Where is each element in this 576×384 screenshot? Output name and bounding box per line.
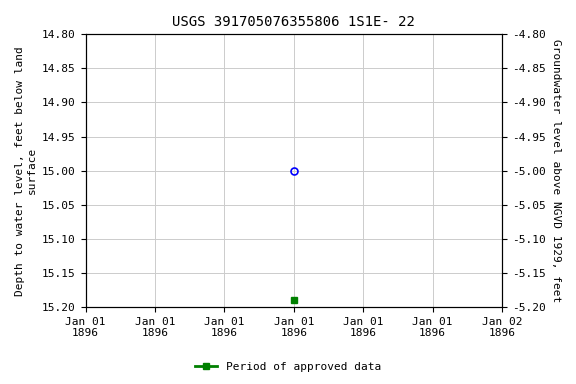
Title: USGS 391705076355806 1S1E- 22: USGS 391705076355806 1S1E- 22 [172, 15, 415, 29]
Y-axis label: Depth to water level, feet below land
surface: Depth to water level, feet below land su… [15, 46, 37, 296]
Y-axis label: Groundwater level above NGVD 1929, feet: Groundwater level above NGVD 1929, feet [551, 39, 561, 302]
Legend: Period of approved data: Period of approved data [191, 358, 385, 377]
